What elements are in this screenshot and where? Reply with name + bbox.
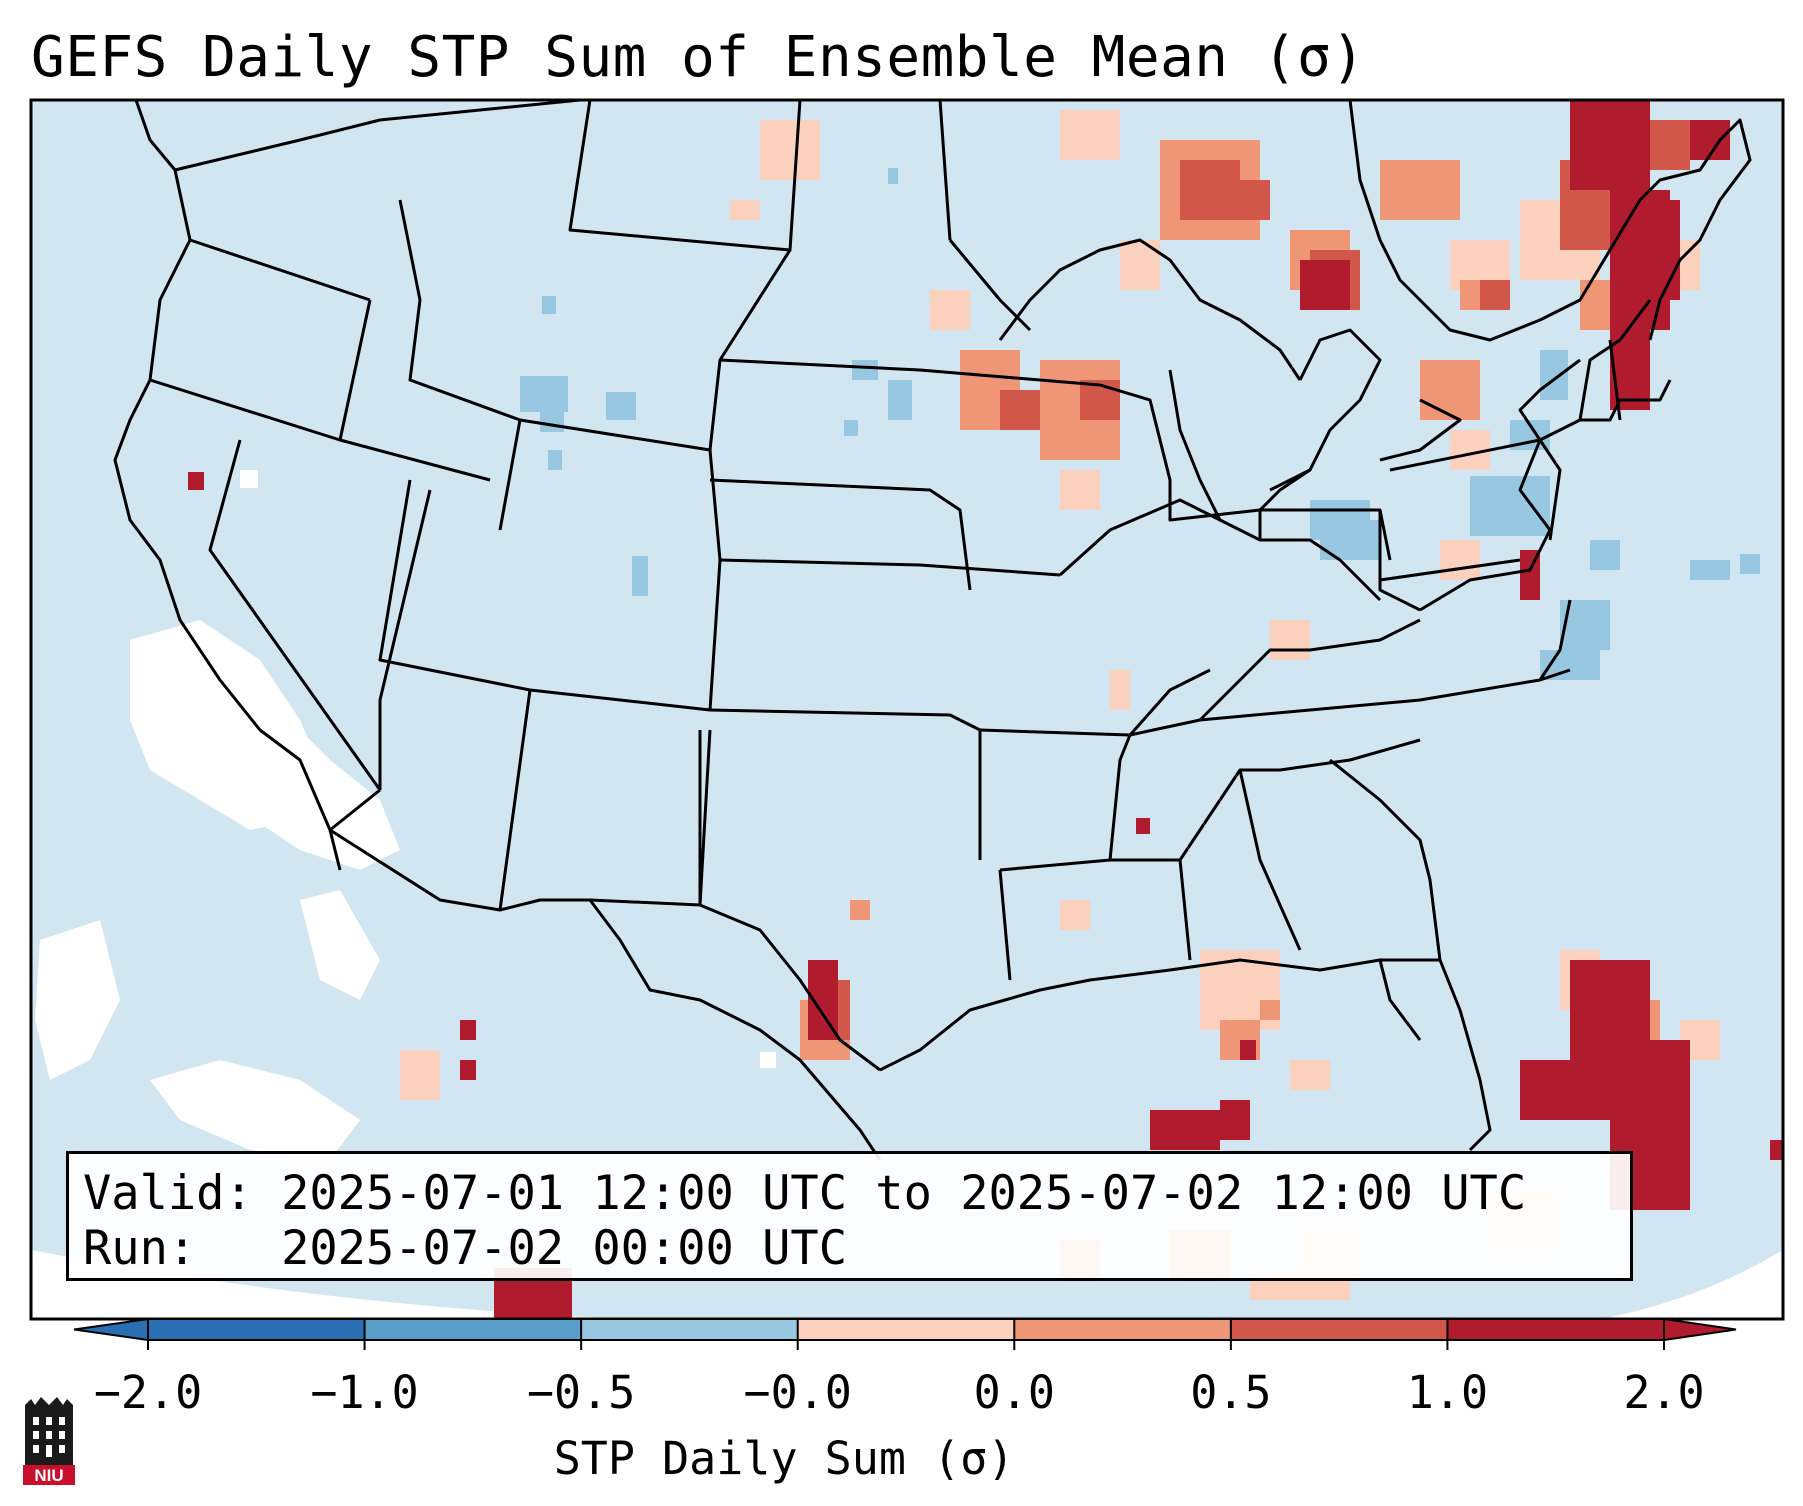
- colorbar-extend-min: [74, 1319, 148, 1340]
- colorbar-segment: [1230, 1319, 1448, 1340]
- colorbar-label: STP Daily Sum (σ): [553, 1432, 1015, 1485]
- niu-logo-text: NIU: [34, 1466, 63, 1485]
- colorbar-segment: [1447, 1319, 1665, 1340]
- projection-corner: [31, 1250, 1000, 1319]
- positive-stp-patches-extreme: [188, 100, 1783, 1319]
- colorbar-segment: [581, 1319, 799, 1340]
- state-borders: [113, 100, 1752, 1161]
- niu-castle-logo-icon: NIU: [23, 1397, 75, 1485]
- map-title: GEFS Daily STP Sum of Ensemble Mean (σ): [31, 25, 1366, 90]
- colorbar-tick-label: 0.0: [973, 1366, 1055, 1419]
- valid-run-box: Valid: 2025-07-01 12:00 UTC to 2025-07-0…: [66, 1151, 1633, 1281]
- colorbar-tick-label: −0.0: [743, 1366, 852, 1419]
- run-time-text: Run: 2025-07-02 00:00 UTC: [83, 1221, 848, 1276]
- colorbar-segment: [148, 1319, 366, 1340]
- colorbar-tick-label: 2.0: [1623, 1366, 1705, 1419]
- valid-time-text: Valid: 2025-07-01 12:00 UTC to 2025-07-0…: [83, 1166, 1527, 1221]
- no-data-patches: [35, 470, 776, 1160]
- colorbar-tick-label: −0.5: [526, 1366, 636, 1419]
- colorbar-segment: [364, 1319, 582, 1340]
- colorbar-tick-label: 0.5: [1190, 1366, 1272, 1419]
- colorbar-segment: [797, 1319, 1015, 1340]
- colorbar-tick-label: −1.0: [310, 1366, 419, 1419]
- colorbar: [73, 1318, 1737, 1350]
- colorbar-segment: [1014, 1319, 1232, 1340]
- projection-corner: [1600, 1250, 1783, 1319]
- colorbar-tick-label: −2.0: [93, 1366, 203, 1419]
- colorbar-tick-label: 1.0: [1406, 1366, 1489, 1419]
- colorbar-extend-max: [1664, 1319, 1736, 1340]
